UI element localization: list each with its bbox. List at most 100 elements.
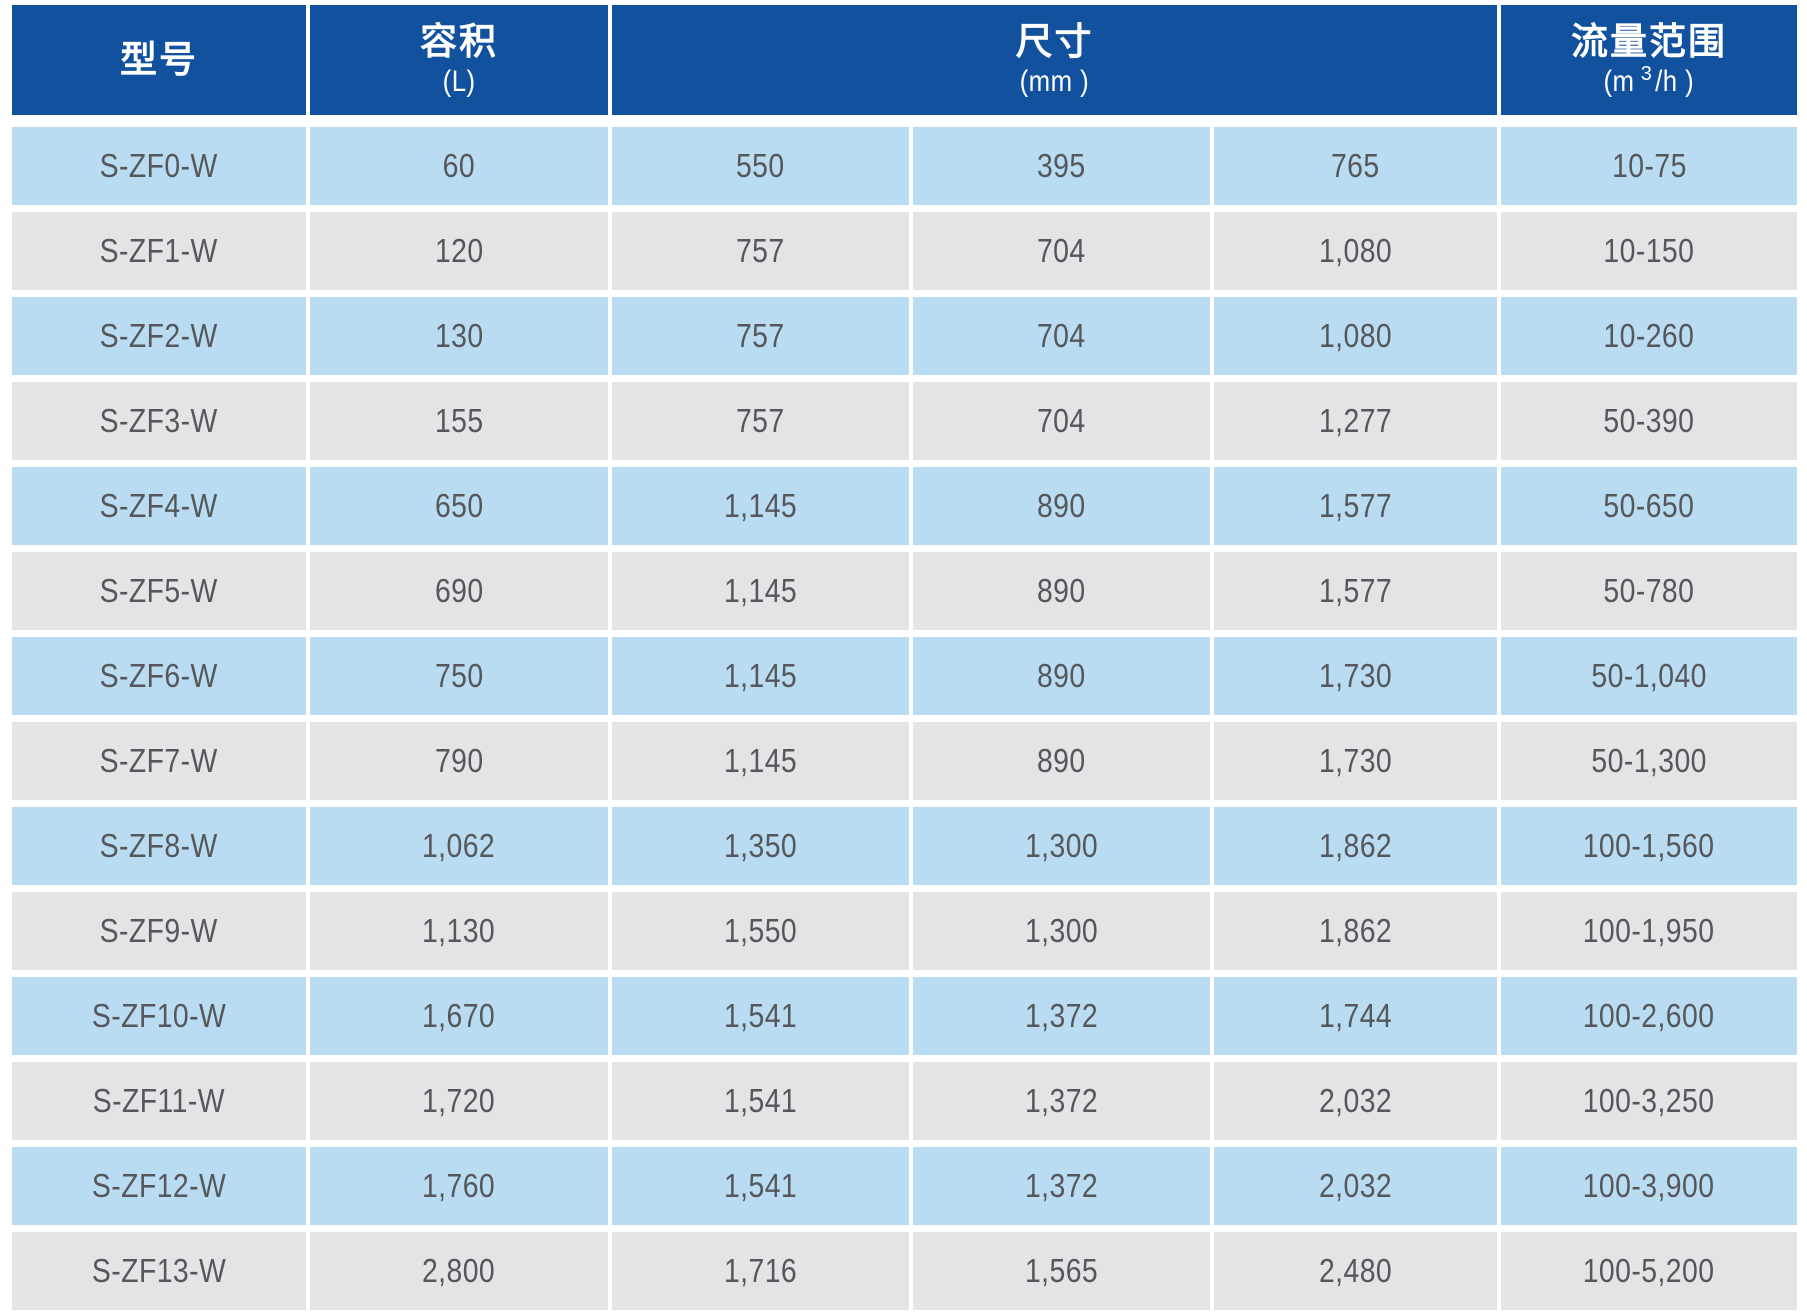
dim-width-cell: 704 [913, 212, 1210, 290]
header-model: 型号 [12, 5, 306, 115]
table-row: S-ZF10-W 1,670 1,541 1,372 1,744 100-2,6… [12, 977, 1797, 1055]
dim-length-cell: 1,145 [612, 467, 909, 545]
dim-width-cell: 890 [913, 552, 1210, 630]
dim-length-cell: 1,350 [612, 807, 909, 885]
table-header-row: 型号 容积 (L) 尺寸 (mm ) 流量范围 (m 3/h ) [12, 5, 1797, 115]
table-row: S-ZF4-W 650 1,145 890 1,577 50-650 [12, 467, 1797, 545]
header-flow-range-unit: (m 3/h ) [1601, 62, 1697, 99]
dim-length-cell: 1,145 [612, 722, 909, 800]
dim-width-cell: 890 [913, 467, 1210, 545]
table-row: S-ZF13-W 2,800 1,716 1,565 2,480 100-5,2… [12, 1232, 1797, 1310]
flow-range-cell: 100-3,900 [1501, 1147, 1797, 1225]
table-row: S-ZF1-W 120 757 704 1,080 10-150 [12, 212, 1797, 290]
dim-height-cell: 1,730 [1214, 637, 1497, 715]
model-cell: S-ZF8-W [12, 807, 306, 885]
volume-cell: 130 [310, 297, 608, 375]
header-dimensions-unit: (mm ) [1019, 64, 1090, 98]
dim-height-cell: 1,862 [1214, 892, 1497, 970]
dim-length-cell: 1,541 [612, 977, 909, 1055]
volume-cell: 650 [310, 467, 608, 545]
header-dimensions-title: 尺寸 [1015, 21, 1094, 63]
dim-width-cell: 1,372 [913, 977, 1210, 1055]
volume-cell: 1,760 [310, 1147, 608, 1225]
dim-height-cell: 2,032 [1214, 1062, 1497, 1140]
volume-cell: 690 [310, 552, 608, 630]
dim-height-cell: 1,730 [1214, 722, 1497, 800]
model-cell: S-ZF12-W [12, 1147, 306, 1225]
flow-unit-prefix: (m [1603, 64, 1635, 98]
volume-cell: 60 [310, 127, 608, 205]
table-row: S-ZF2-W 130 757 704 1,080 10-260 [12, 297, 1797, 375]
dim-width-cell: 1,565 [913, 1232, 1210, 1310]
dim-height-cell: 1,277 [1214, 382, 1497, 460]
dim-height-cell: 765 [1214, 127, 1497, 205]
flow-range-cell: 100-3,250 [1501, 1062, 1797, 1140]
dim-length-cell: 550 [612, 127, 909, 205]
dim-width-cell: 1,300 [913, 892, 1210, 970]
dim-length-cell: 757 [612, 382, 909, 460]
volume-cell: 120 [310, 212, 608, 290]
table-row: S-ZF3-W 155 757 704 1,277 50-390 [12, 382, 1797, 460]
dim-width-cell: 704 [913, 382, 1210, 460]
flow-range-cell: 50-1,040 [1501, 637, 1797, 715]
dim-length-cell: 1,550 [612, 892, 909, 970]
header-volume: 容积 (L) [310, 5, 608, 115]
model-cell: S-ZF13-W [12, 1232, 306, 1310]
header-volume-unit: (L) [442, 64, 476, 98]
dim-length-cell: 1,145 [612, 552, 909, 630]
model-cell: S-ZF1-W [12, 212, 306, 290]
model-cell: S-ZF10-W [12, 977, 306, 1055]
header-volume-title: 容积 [420, 21, 498, 63]
header-dimensions: 尺寸 (mm ) [612, 5, 1497, 115]
table-row: S-ZF11-W 1,720 1,541 1,372 2,032 100-3,2… [12, 1062, 1797, 1140]
model-cell: S-ZF11-W [12, 1062, 306, 1140]
header-flow-range-title: 流量范围 [1571, 21, 1727, 63]
table-row: S-ZF9-W 1,130 1,550 1,300 1,862 100-1,95… [12, 892, 1797, 970]
dim-width-cell: 1,372 [913, 1147, 1210, 1225]
model-cell: S-ZF7-W [12, 722, 306, 800]
model-cell: S-ZF5-W [12, 552, 306, 630]
model-cell: S-ZF2-W [12, 297, 306, 375]
model-cell: S-ZF4-W [12, 467, 306, 545]
dim-length-cell: 1,541 [612, 1147, 909, 1225]
table-row: S-ZF8-W 1,062 1,350 1,300 1,862 100-1,56… [12, 807, 1797, 885]
flow-range-cell: 10-260 [1501, 297, 1797, 375]
volume-cell: 1,720 [310, 1062, 608, 1140]
dim-length-cell: 757 [612, 212, 909, 290]
model-cell: S-ZF9-W [12, 892, 306, 970]
volume-cell: 2,800 [310, 1232, 608, 1310]
flow-range-cell: 10-150 [1501, 212, 1797, 290]
dim-height-cell: 2,480 [1214, 1232, 1497, 1310]
table-row: S-ZF7-W 790 1,145 890 1,730 50-1,300 [12, 722, 1797, 800]
flow-range-cell: 100-1,560 [1501, 807, 1797, 885]
dim-length-cell: 757 [612, 297, 909, 375]
model-cell: S-ZF3-W [12, 382, 306, 460]
volume-cell: 1,062 [310, 807, 608, 885]
dim-height-cell: 1,744 [1214, 977, 1497, 1055]
flow-range-cell: 50-650 [1501, 467, 1797, 545]
dim-length-cell: 1,145 [612, 637, 909, 715]
flow-range-cell: 50-1,300 [1501, 722, 1797, 800]
flow-range-cell: 50-780 [1501, 552, 1797, 630]
flow-range-cell: 50-390 [1501, 382, 1797, 460]
flow-range-cell: 100-1,950 [1501, 892, 1797, 970]
flow-unit-suffix: /h ) [1655, 64, 1695, 98]
table-body: S-ZF0-W 60 550 395 765 10-75 S-ZF1-W 120… [12, 127, 1797, 1310]
table-row: S-ZF12-W 1,760 1,541 1,372 2,032 100-3,9… [12, 1147, 1797, 1225]
flow-unit-superscript: 3 [1640, 62, 1652, 85]
table-row: S-ZF6-W 750 1,145 890 1,730 50-1,040 [12, 637, 1797, 715]
header-model-title: 型号 [120, 39, 198, 81]
volume-cell: 790 [310, 722, 608, 800]
table-row: S-ZF5-W 690 1,145 890 1,577 50-780 [12, 552, 1797, 630]
volume-cell: 155 [310, 382, 608, 460]
dim-height-cell: 1,577 [1214, 467, 1497, 545]
dim-height-cell: 1,577 [1214, 552, 1497, 630]
flow-range-cell: 100-5,200 [1501, 1232, 1797, 1310]
flow-range-cell: 100-2,600 [1501, 977, 1797, 1055]
volume-cell: 1,130 [310, 892, 608, 970]
dim-width-cell: 395 [913, 127, 1210, 205]
dim-width-cell: 1,372 [913, 1062, 1210, 1140]
dim-width-cell: 890 [913, 637, 1210, 715]
dim-width-cell: 1,300 [913, 807, 1210, 885]
